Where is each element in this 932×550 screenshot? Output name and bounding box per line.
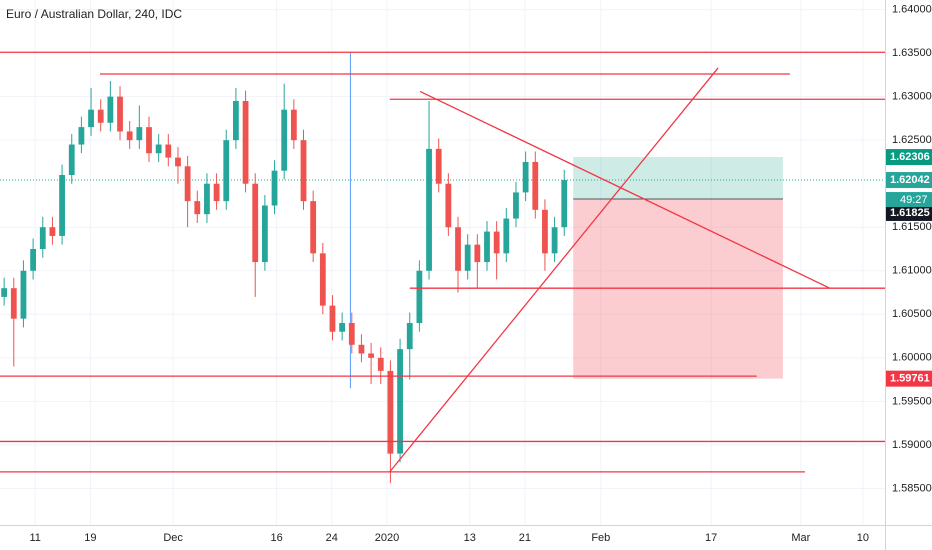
candle-body xyxy=(146,127,152,154)
candle-body xyxy=(377,357,384,371)
candle-body xyxy=(484,231,490,263)
y-tick-label: 1.63000 xyxy=(892,91,932,103)
x-tick-label: 10 xyxy=(857,532,869,544)
y-tick-label: 1.60500 xyxy=(892,308,932,320)
candle-body xyxy=(551,227,558,254)
candle-body xyxy=(455,227,461,271)
x-tick-label: 21 xyxy=(519,532,531,544)
candle-body xyxy=(271,170,278,206)
candle-body xyxy=(329,305,336,332)
price-label: 1.59761 xyxy=(890,373,930,385)
candle-body xyxy=(464,244,471,271)
candle-body xyxy=(97,109,104,123)
x-tick-label: 17 xyxy=(705,532,717,544)
countdown: 49:27 xyxy=(900,194,928,206)
candle-body xyxy=(503,218,510,254)
candle-body xyxy=(416,270,423,324)
candle-body xyxy=(252,183,259,263)
x-tick-label: 19 xyxy=(84,532,96,544)
candle-body xyxy=(493,231,500,254)
candle-body xyxy=(59,175,65,236)
candle-body xyxy=(213,183,220,202)
candle-body xyxy=(426,148,432,271)
candle-body xyxy=(155,144,162,154)
y-tick-label: 1.62500 xyxy=(892,134,932,146)
candle-body xyxy=(184,166,191,202)
price-label: 1.61825 xyxy=(890,207,930,219)
x-tick-label: 13 xyxy=(464,532,476,544)
y-tick-label: 1.58500 xyxy=(892,482,932,494)
candle-body xyxy=(339,323,346,332)
candle-body xyxy=(561,180,568,228)
x-tick-label: Dec xyxy=(163,532,183,544)
price-label-bg xyxy=(886,204,932,221)
x-tick-label: Feb xyxy=(591,532,610,544)
candle-body xyxy=(1,288,8,297)
countdown-bg xyxy=(886,192,932,208)
drawing-line xyxy=(389,67,719,473)
candle-body xyxy=(39,227,46,250)
price-label-bg xyxy=(886,172,932,189)
candle-body xyxy=(242,100,249,184)
candle-body xyxy=(358,344,365,354)
candle-body xyxy=(387,370,394,454)
candle-body xyxy=(117,96,123,132)
x-tick-label: 24 xyxy=(326,532,338,544)
candle-body xyxy=(107,96,114,123)
y-tick-label: 1.59000 xyxy=(892,439,932,451)
chart-title: Euro / Australian Dollar, 240, IDC xyxy=(6,7,182,21)
y-tick-label: 1.61000 xyxy=(892,265,932,277)
x-tick-label: 11 xyxy=(29,532,40,544)
y-tick-label: 1.64000 xyxy=(892,3,932,15)
candle-body xyxy=(175,157,181,167)
candle-body xyxy=(435,148,442,184)
x-tick-label: 2020 xyxy=(375,532,399,544)
candle-body xyxy=(542,209,548,254)
plot-area xyxy=(0,0,885,525)
price-label: 1.62306 xyxy=(890,151,930,163)
candle-body xyxy=(474,244,481,263)
price-label: 1.62042 xyxy=(890,174,930,186)
candle-body xyxy=(30,249,37,271)
candle-body xyxy=(68,144,75,175)
candle-body xyxy=(522,161,529,193)
candle-body xyxy=(513,192,519,219)
candle-body xyxy=(10,288,17,319)
x-tick-label: Mar xyxy=(791,532,810,544)
candle-body xyxy=(310,201,317,254)
candle-body xyxy=(126,131,133,141)
candle-body xyxy=(397,349,403,454)
candle-body xyxy=(49,227,56,236)
candle-body xyxy=(406,323,413,350)
candle-body xyxy=(204,183,210,215)
candle-body xyxy=(445,183,452,228)
candle-body xyxy=(136,127,143,141)
candle-body xyxy=(194,201,201,215)
y-tick-label: 1.59500 xyxy=(892,395,932,407)
candle-body xyxy=(319,253,326,306)
candle-body xyxy=(223,140,230,202)
candle-body xyxy=(281,109,288,171)
candle-body xyxy=(532,161,539,210)
candle-body xyxy=(78,127,85,145)
candle-body xyxy=(261,205,268,263)
x-tick-label: 16 xyxy=(270,532,282,544)
candle-body xyxy=(300,140,307,202)
y-tick-label: 1.63500 xyxy=(892,47,932,59)
candle-body xyxy=(233,100,239,141)
candle-body xyxy=(290,109,297,141)
candle-body xyxy=(88,109,94,128)
y-tick-label: 1.61500 xyxy=(892,221,932,233)
drawing-line xyxy=(419,90,831,289)
price-label-bg xyxy=(886,370,932,387)
y-tick-label: 1.60000 xyxy=(892,352,932,364)
candle-body xyxy=(348,323,355,345)
candle-body xyxy=(20,270,27,319)
price-label-bg xyxy=(886,149,932,166)
candle-body xyxy=(368,353,375,358)
candle-body xyxy=(165,144,172,158)
profit-zone xyxy=(573,157,783,199)
